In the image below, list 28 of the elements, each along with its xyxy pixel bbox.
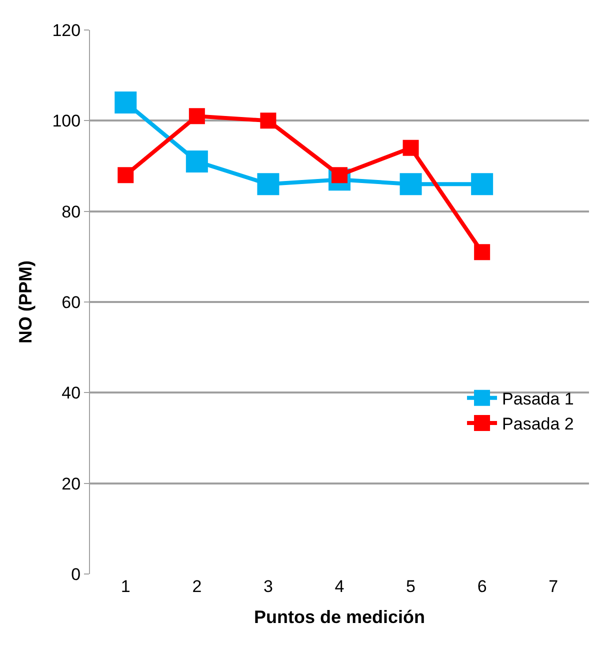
x-tick-label: 3 — [263, 577, 273, 596]
x-tick-label: 1 — [120, 577, 130, 596]
point — [402, 140, 419, 156]
y-tick-label: 60 — [62, 292, 81, 312]
x-axis-title: Puntos de medición — [254, 607, 426, 628]
x-tick-label: 4 — [334, 577, 344, 596]
point — [400, 173, 422, 196]
point — [118, 167, 134, 184]
legend-label: Pasada 1 — [502, 389, 574, 408]
x-tick-label: 2 — [192, 577, 202, 596]
x-tick-label: 6 — [477, 577, 487, 596]
y-tick-label: 20 — [62, 474, 81, 494]
point — [188, 108, 205, 124]
y-tick-label: 120 — [52, 20, 81, 40]
point — [186, 150, 208, 172]
y-tick-label: 100 — [52, 112, 81, 131]
y-axis-title: NO (PPM) — [15, 260, 36, 344]
point — [257, 173, 280, 196]
y-tick-label: 40 — [62, 384, 81, 403]
legend-label: Pasada 2 — [502, 414, 574, 434]
point — [471, 173, 494, 196]
x-tick-label: 7 — [548, 577, 558, 596]
y-tick-label: 80 — [62, 202, 81, 222]
x-tick-label: 5 — [406, 577, 416, 596]
point — [260, 112, 276, 129]
point — [114, 92, 137, 114]
y-tick-label: 0 — [71, 564, 81, 584]
point — [474, 244, 490, 260]
